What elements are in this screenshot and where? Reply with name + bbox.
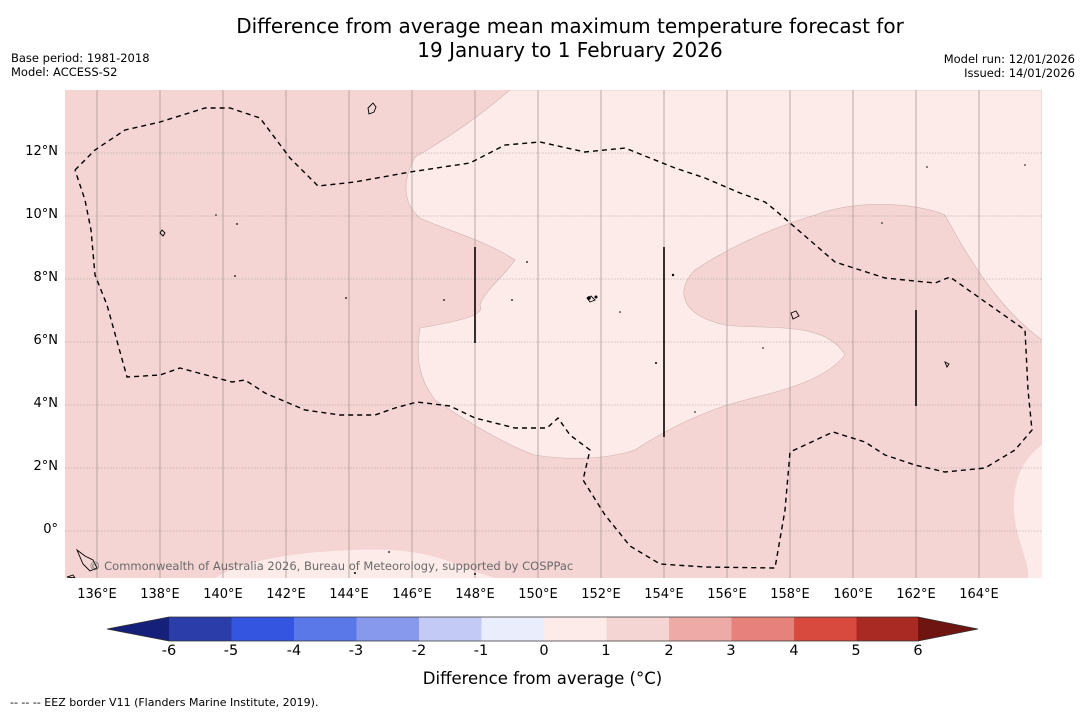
lon-tick-160e: 160°E [833, 587, 873, 602]
boundary-markers [474, 247, 917, 437]
colorbar-swatch-6-5 [169, 617, 232, 641]
cb-tick-neg2: -2 [411, 643, 427, 659]
colorbar-svg [106, 616, 979, 642]
anomaly-0-1-region [405, 90, 1042, 459]
colorbar-swatch-3-4 [731, 617, 794, 641]
colorbar [106, 616, 979, 642]
lat-tick-6n: 6°N [33, 333, 59, 348]
colorbar-swatch-2-1 [419, 617, 482, 641]
lon-tick-156e: 156°E [707, 587, 747, 602]
colorbar-label: Difference from average (°C) [422, 669, 663, 688]
lat-tick-10n: 10°N [25, 207, 58, 222]
cb-tick-0: 0 [539, 643, 549, 659]
anomaly-0-1-edge-region [1013, 445, 1042, 578]
cb-tick-2: 2 [664, 643, 674, 659]
eez-borders [74, 107, 1033, 569]
colorbar-swatch-5-4 [231, 617, 294, 641]
lat-tick-2n: 2°N [33, 459, 59, 474]
colorbar-swatch-1-0 [481, 617, 544, 641]
colorbar-swatch-4-5 [794, 617, 857, 641]
lon-tick-144e: 144°E [329, 587, 369, 602]
cb-tick-neg3: -3 [348, 643, 364, 659]
cb-tick-5: 5 [851, 643, 861, 659]
colorbar-swatch-gt-6 [918, 617, 978, 641]
colorbar-swatch-1-2 [606, 617, 669, 641]
lon-tick-154e: 154°E [644, 587, 684, 602]
colorbar-swatch-2-3 [669, 617, 732, 641]
cb-tick-neg1: -1 [473, 643, 489, 659]
cb-tick-4: 4 [789, 643, 799, 659]
lat-tick-0: 0° [43, 522, 58, 537]
base-period: Base period: 1981-2018 [11, 51, 150, 65]
cb-tick-neg4: -4 [286, 643, 302, 659]
colorbar-swatch-5-6 [856, 617, 918, 641]
meta-left: Base period: 1981-2018 Model: ACCESS-S2 [11, 51, 150, 79]
islands [66, 102, 950, 578]
lon-tick-152e: 152°E [581, 587, 621, 602]
lon-tick-148e: 148°E [455, 587, 495, 602]
colorbar-swatch-3-2 [356, 617, 419, 641]
cb-tick-3: 3 [726, 643, 736, 659]
lon-tick-162e: 162°E [896, 587, 936, 602]
lon-tick-140e: 140°E [203, 587, 243, 602]
model-run: Model run: 12/01/2026 [943, 52, 1075, 66]
lon-tick-158e: 158°E [770, 587, 810, 602]
lon-tick-146e: 146°E [392, 587, 432, 602]
lon-tick-164e: 164°E [959, 587, 999, 602]
cb-tick-neg6: -6 [161, 643, 177, 659]
anomaly-0-1-bottom-region [215, 549, 495, 578]
lat-tick-4n: 4°N [33, 396, 59, 411]
colorbar-swatch-4-3 [294, 617, 357, 641]
copyright-notice: © Commonwealth of Australia 2026, Bureau… [89, 559, 573, 573]
lat-tick-8n: 8°N [33, 270, 59, 285]
chart-title: Difference from average mean maximum tem… [0, 14, 1085, 62]
colorbar-swatch-lt-6 [107, 617, 169, 641]
title-line-1: Difference from average mean maximum tem… [236, 14, 904, 38]
cb-tick-6: 6 [913, 643, 923, 659]
cb-tick-neg5: -5 [223, 643, 239, 659]
map-panel: © Commonwealth of Australia 2026, Bureau… [65, 90, 1042, 578]
model-name: Model: ACCESS-S2 [11, 65, 118, 79]
lon-tick-150e: 150°E [518, 587, 558, 602]
lon-tick-136e: 136°E [77, 587, 117, 602]
cb-tick-1: 1 [601, 643, 611, 659]
lat-tick-12n: 12°N [25, 144, 58, 159]
colorbar-swatch-0-1 [544, 617, 607, 641]
lat-gridlines [65, 152, 1042, 532]
lon-tick-142e: 142°E [266, 587, 306, 602]
meta-right: Model run: 12/01/2026 Issued: 14/01/2026 [944, 52, 1075, 80]
eez-footnote: -- -- -- EEZ border V11 (Flanders Marine… [10, 696, 319, 709]
islets [215, 164, 1026, 575]
lon-tick-138e: 138°E [140, 587, 180, 602]
map-svg: © Commonwealth of Australia 2026, Bureau… [65, 90, 1042, 578]
title-line-2: 19 January to 1 February 2026 [417, 38, 723, 62]
issued-date: Issued: 14/01/2026 [964, 66, 1075, 80]
